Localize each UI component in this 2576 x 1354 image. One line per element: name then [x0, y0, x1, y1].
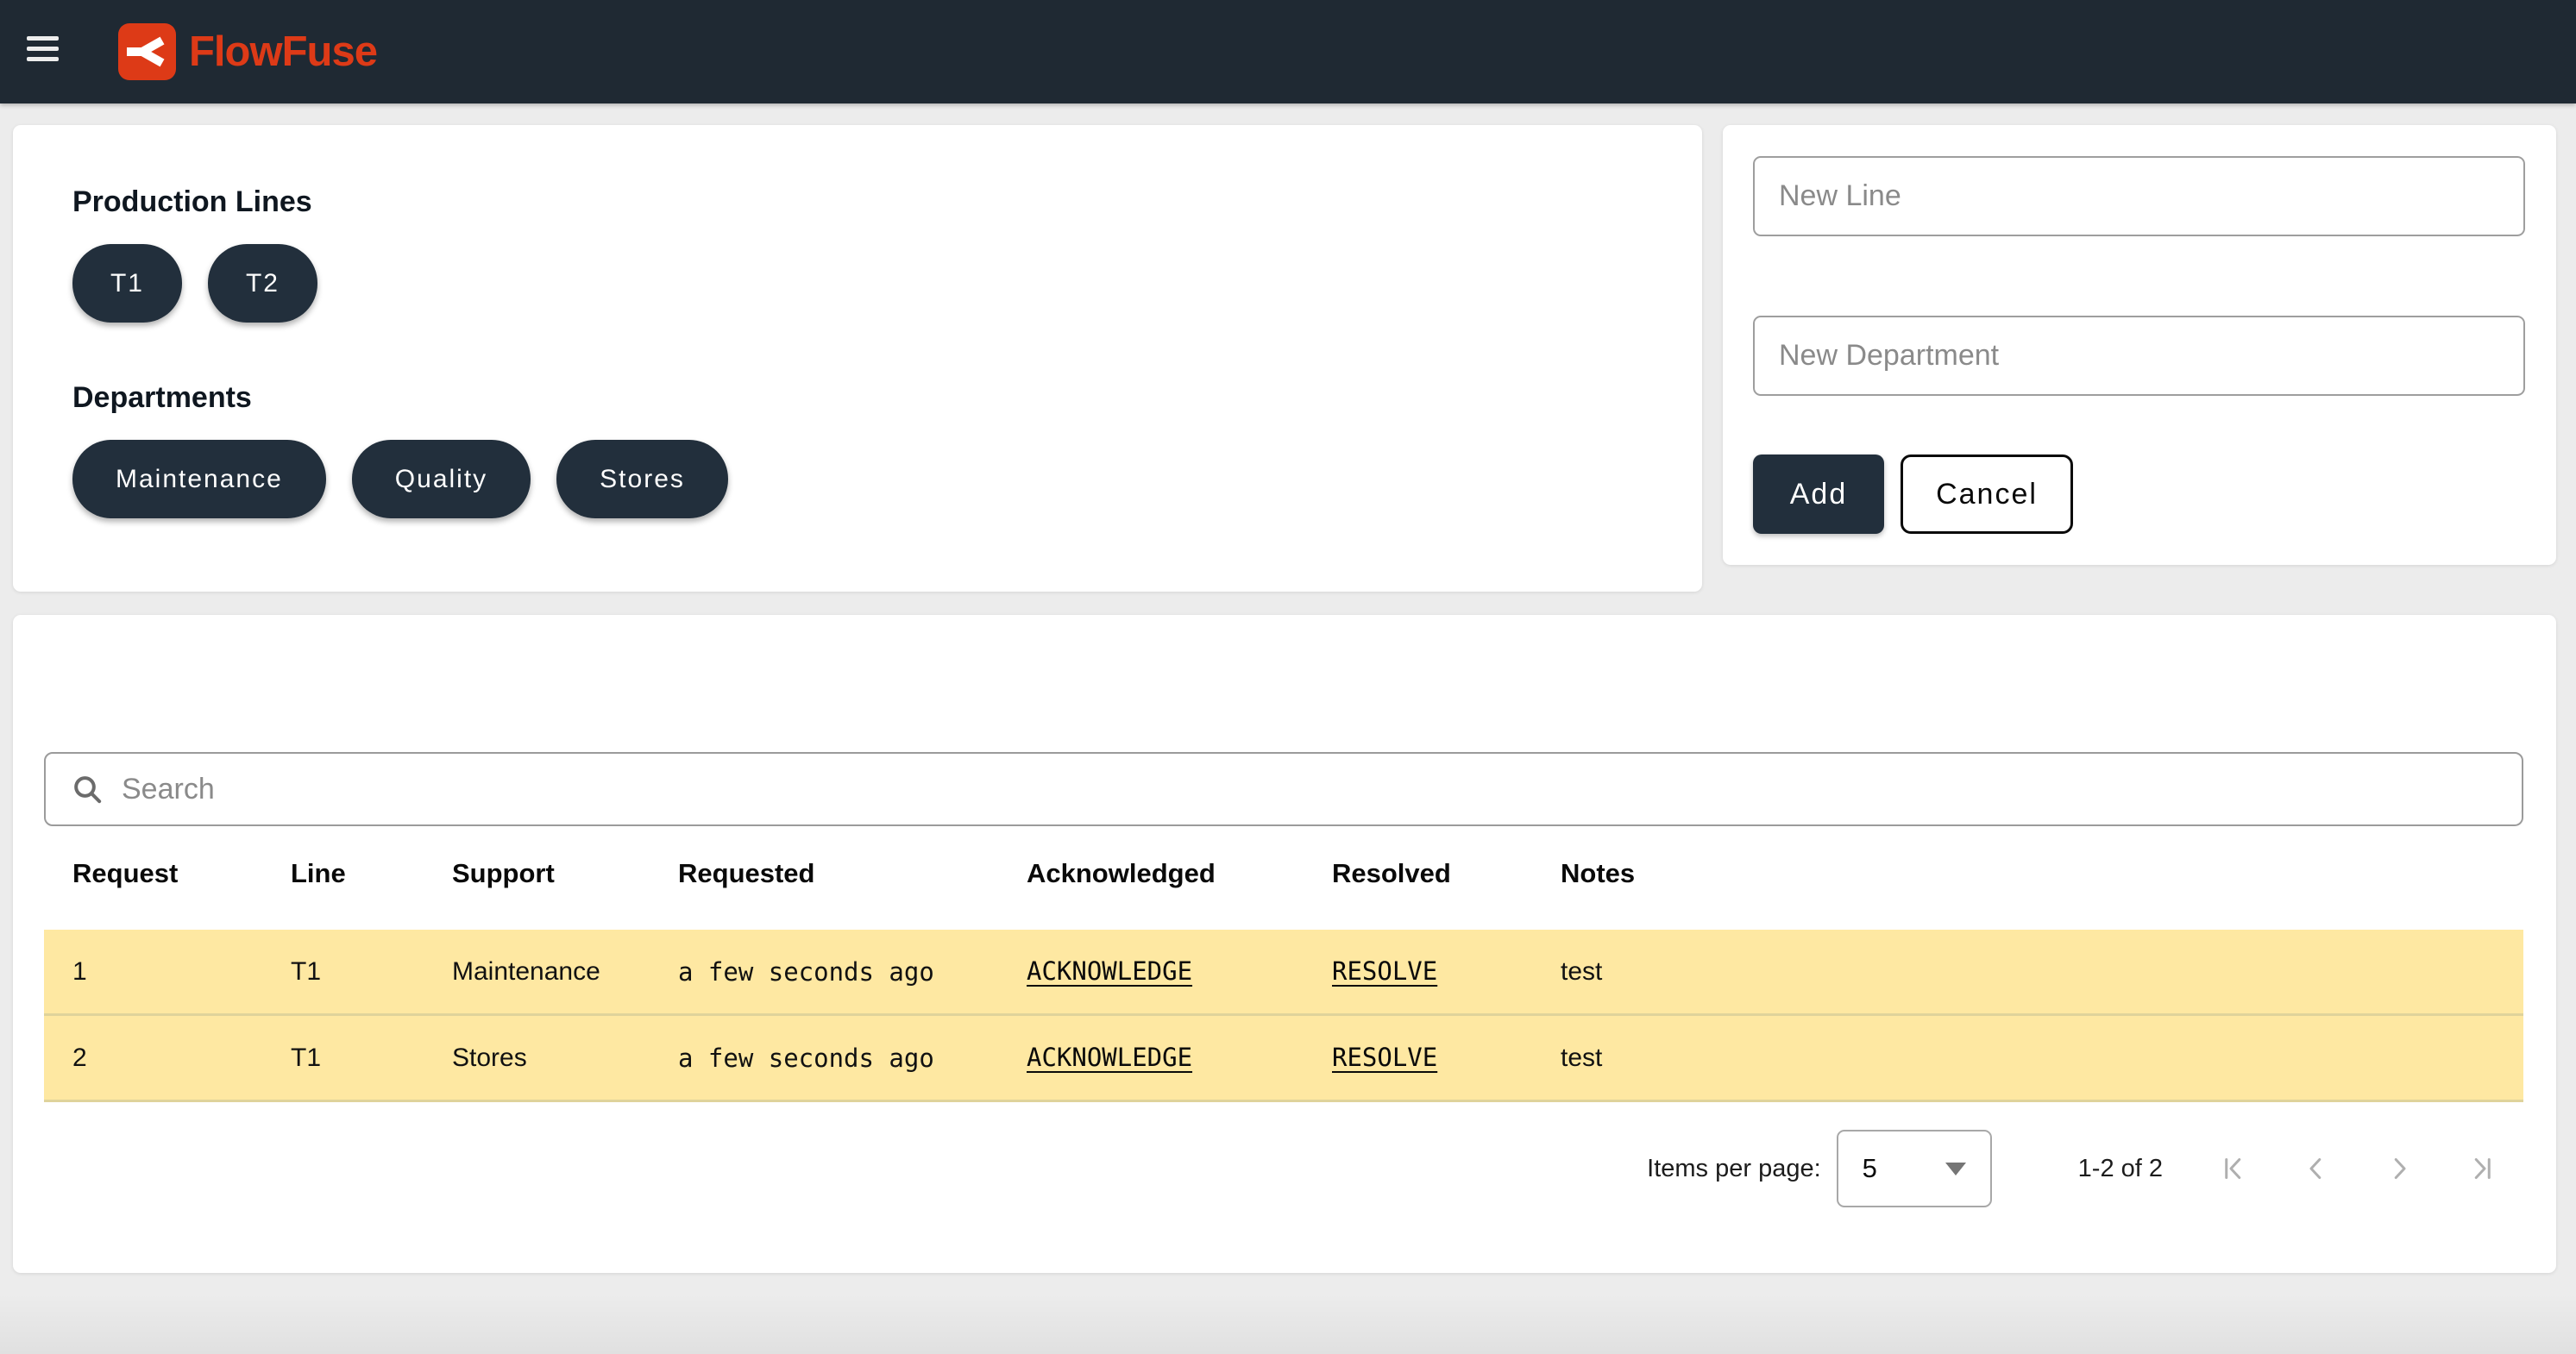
new-line-input[interactable] — [1753, 156, 2525, 236]
cell-support: Maintenance — [452, 956, 600, 986]
chevron-right-icon — [2394, 1158, 2406, 1179]
table-header: Request Line Support Requested Acknowled… — [44, 846, 2523, 901]
add-button[interactable]: Add — [1753, 454, 1884, 534]
last-page-icon — [2474, 1158, 2491, 1179]
cancel-button[interactable]: Cancel — [1901, 454, 2073, 534]
cell-line: T1 — [291, 956, 322, 986]
line-pill-t1[interactable]: T1 — [72, 244, 182, 323]
production-lines-title: Production Lines — [72, 185, 312, 218]
cell-request: 1 — [72, 956, 87, 986]
table-row: 1 T1 Maintenance a few seconds ago ACKNO… — [44, 930, 2523, 1016]
department-pill-stores[interactable]: Stores — [556, 440, 728, 518]
items-per-page-label: Items per page: — [1647, 1154, 1821, 1182]
hamburger-icon — [27, 57, 59, 61]
page-range-label: 1-2 of 2 — [2077, 1154, 2163, 1182]
top-navbar: FlowFuse — [0, 0, 2576, 103]
pagination: Items per page: 5 1-2 of 2 — [44, 1125, 2523, 1212]
search-input[interactable] — [44, 752, 2523, 826]
brand: FlowFuse — [118, 0, 378, 103]
flowfuse-logo-icon — [118, 23, 176, 80]
new-department-input[interactable] — [1753, 316, 2525, 396]
resolve-link[interactable]: RESOLVE — [1332, 1043, 1438, 1072]
departments-list: Maintenance Quality Stores — [72, 440, 728, 518]
resolve-link[interactable]: RESOLVE — [1332, 956, 1438, 986]
column-header-requested: Requested — [678, 858, 815, 888]
filters-panel: Production Lines T1 T2 Departments Maint… — [13, 125, 1702, 592]
previous-page-button[interactable] — [2301, 1153, 2332, 1184]
requests-panel: Request Line Support Requested Acknowled… — [13, 615, 2556, 1273]
hamburger-icon — [27, 36, 59, 41]
pager-buttons — [2218, 1153, 2497, 1184]
departments-title: Departments — [72, 381, 252, 414]
column-header-support: Support — [452, 858, 555, 888]
cell-requested: a few seconds ago — [678, 1043, 934, 1073]
acknowledge-link[interactable]: ACKNOWLEDGE — [1027, 956, 1193, 986]
cell-request: 2 — [72, 1043, 87, 1072]
cell-notes: test — [1561, 1043, 1603, 1072]
brand-name: FlowFuse — [189, 28, 378, 75]
line-pill-t2[interactable]: T2 — [208, 244, 317, 323]
add-panel: Add Cancel — [1723, 125, 2556, 565]
items-per-page-select[interactable]: 5 — [1836, 1130, 1992, 1207]
column-header-request: Request — [72, 858, 179, 888]
department-pill-quality[interactable]: Quality — [351, 440, 531, 518]
column-header-acknowledged: Acknowledged — [1027, 858, 1216, 888]
first-page-button[interactable] — [2218, 1153, 2249, 1184]
cell-line: T1 — [291, 1043, 322, 1072]
bottom-shade — [0, 1294, 2576, 1354]
first-page-icon — [2225, 1158, 2241, 1179]
table-row: 2 T1 Stores a few seconds ago ACKNOWLEDG… — [44, 1016, 2523, 1102]
items-per-page-value: 5 — [1862, 1153, 1877, 1183]
hamburger-icon — [27, 47, 59, 51]
search-bar — [44, 752, 2523, 826]
production-lines-list: T1 T2 — [72, 244, 317, 323]
acknowledge-link[interactable]: ACKNOWLEDGE — [1027, 1043, 1193, 1072]
form-actions: Add Cancel — [1753, 454, 2073, 534]
cell-support: Stores — [452, 1043, 527, 1072]
last-page-button[interactable] — [2466, 1153, 2497, 1184]
dropdown-arrow-icon — [1945, 1162, 1966, 1175]
cell-requested: a few seconds ago — [678, 956, 934, 987]
column-header-notes: Notes — [1561, 858, 1636, 888]
column-header-line: Line — [291, 858, 346, 888]
menu-button[interactable] — [27, 36, 59, 61]
department-pill-maintenance[interactable]: Maintenance — [72, 440, 326, 518]
cell-notes: test — [1561, 956, 1603, 986]
chevron-left-icon — [2309, 1158, 2322, 1179]
next-page-button[interactable] — [2384, 1153, 2415, 1184]
column-header-resolved: Resolved — [1332, 858, 1451, 888]
